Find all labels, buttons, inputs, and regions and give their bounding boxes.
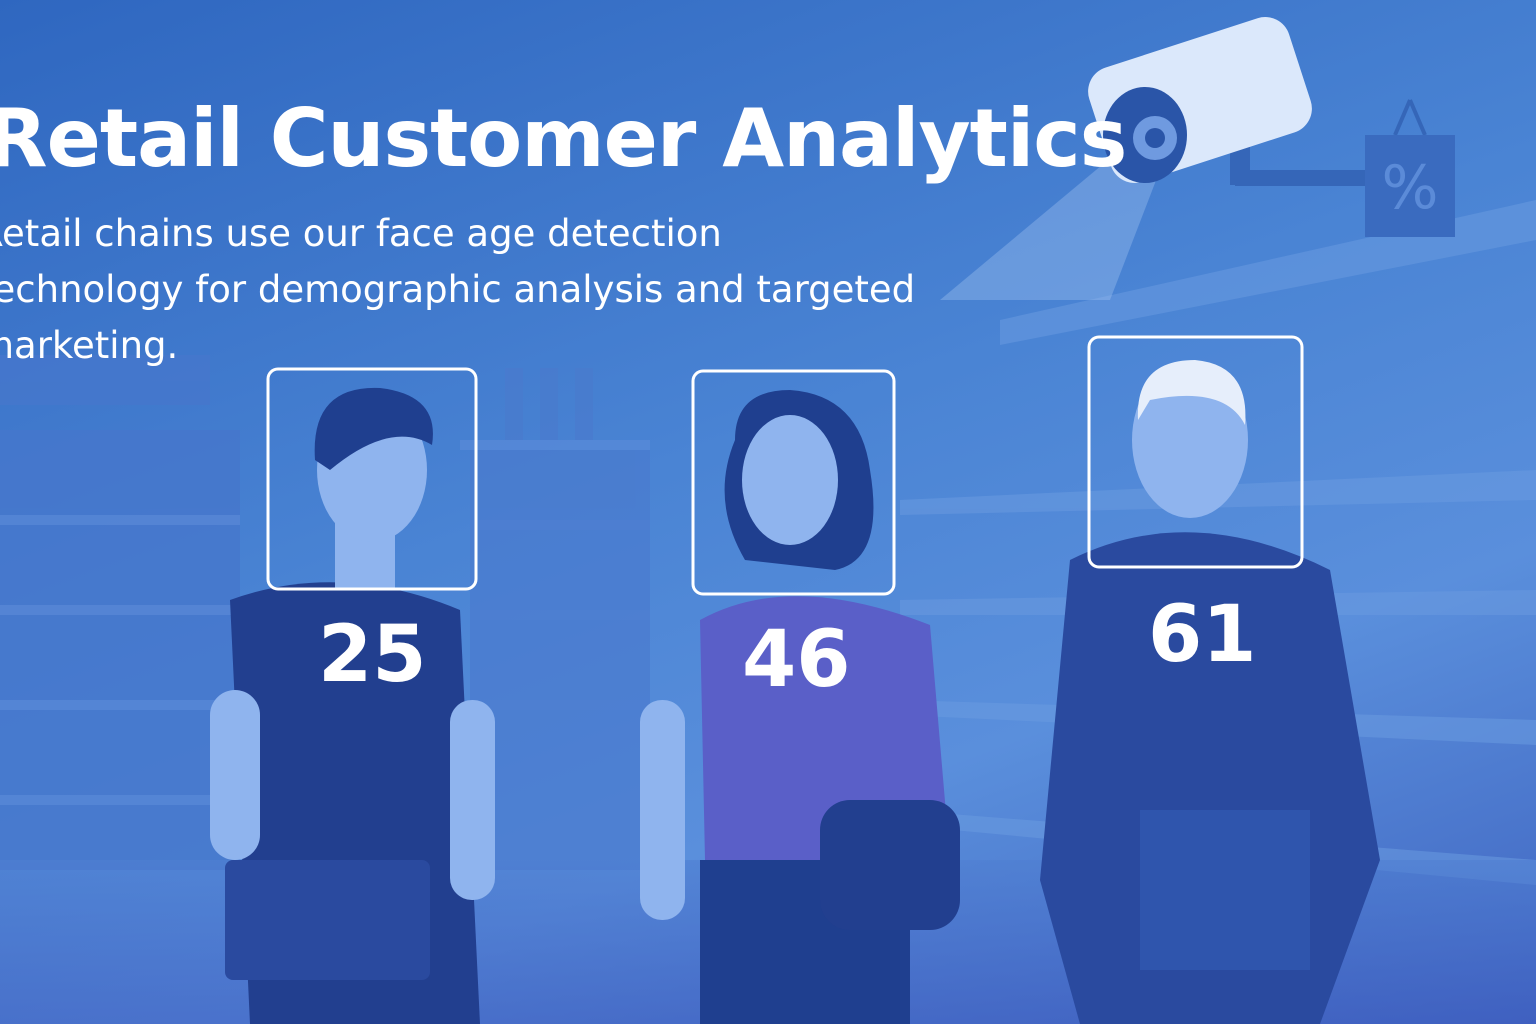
page-subtitle: Retail chains use our face age detection… [0,212,916,367]
shopping-bag-icon [1140,810,1310,970]
security-camera-icon [940,16,1365,300]
percent-symbol: % [1381,153,1438,223]
age-label: 61 [1148,590,1257,680]
shopping-basket-icon [225,860,430,980]
face-detection-box [1087,335,1304,569]
customer-older-man [1040,360,1380,1024]
customer-young-man [210,387,495,1024]
customer-woman [640,390,960,1024]
age-label: 25 [318,610,427,700]
page-title: Retail Customer Analytics [0,92,1127,185]
shelf-middle [470,368,650,870]
age-label: 46 [742,615,851,705]
shoulder-bag-icon [820,800,960,930]
face-detection-box [691,369,896,596]
face-detection-box [266,367,478,591]
discount-sign: % [1365,99,1455,237]
